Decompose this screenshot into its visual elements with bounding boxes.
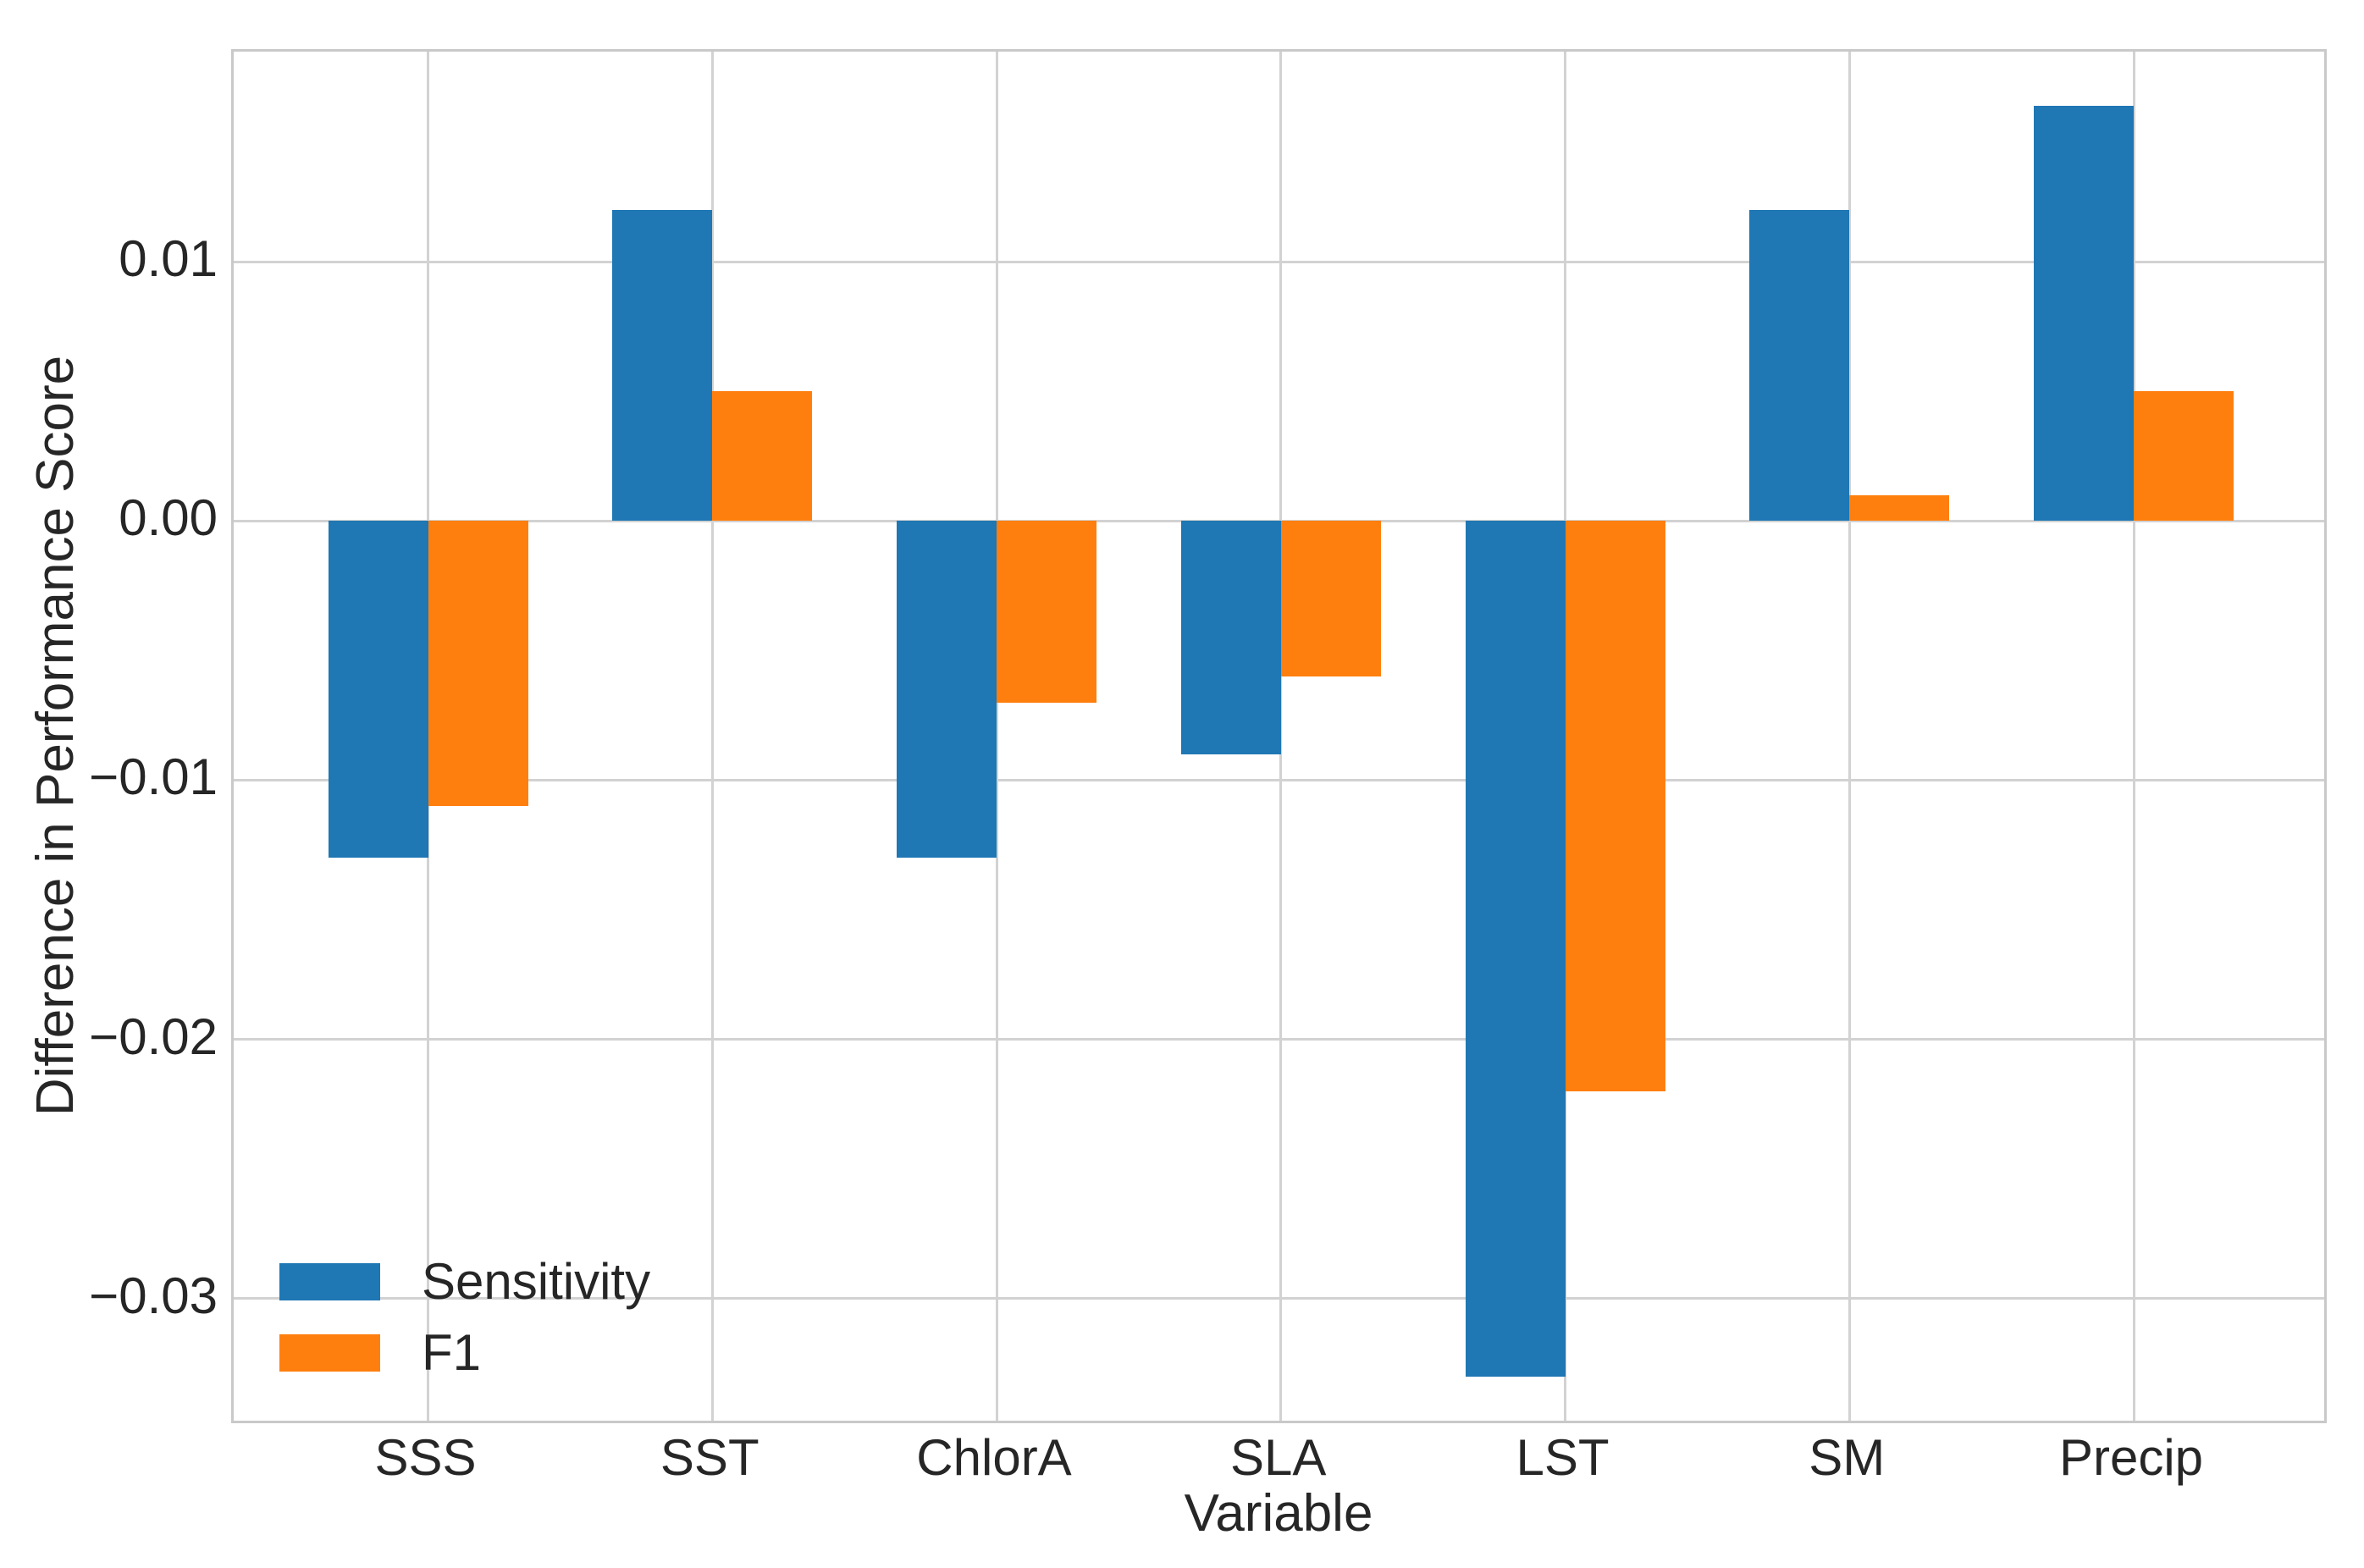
x-tick-label-sst: SST bbox=[660, 1429, 759, 1486]
gridline-y-−0.03 bbox=[234, 1297, 2324, 1300]
legend-swatch-f1 bbox=[279, 1334, 380, 1372]
gridline-y-0.01 bbox=[234, 260, 2324, 263]
gridline-y-−0.02 bbox=[234, 1038, 2324, 1041]
bar-sensitivity-sm bbox=[1749, 209, 1850, 522]
x-tick-label-sss: SSS bbox=[374, 1429, 477, 1486]
legend-item-sensitivity: Sensitivity bbox=[279, 1256, 650, 1307]
bar-sensitivity-chlora bbox=[897, 521, 997, 859]
gridline-x-SST bbox=[710, 52, 714, 1421]
x-tick-label-sla: SLA bbox=[1230, 1429, 1327, 1486]
bar-sensitivity-sla bbox=[1180, 521, 1281, 754]
gridline-x-SM bbox=[1848, 52, 1851, 1421]
x-tick-label-lst: LST bbox=[1516, 1429, 1610, 1486]
bar-f1-lst bbox=[1565, 521, 1665, 1091]
gridline-y-−0.01 bbox=[234, 778, 2324, 781]
x-tick-label-chlora: ChlorA bbox=[916, 1429, 1072, 1486]
legend-label-f1: F1 bbox=[422, 1324, 482, 1381]
y-tick-label: 0.01 bbox=[119, 230, 218, 288]
bar-sensitivity-precip bbox=[2034, 106, 2134, 522]
bar-f1-precip bbox=[2134, 391, 2234, 522]
bar-sensitivity-sst bbox=[612, 209, 713, 522]
x-axis-label: Variable bbox=[1184, 1484, 1373, 1543]
bar-f1-sm bbox=[1849, 494, 1950, 522]
legend-swatch-sensitivity bbox=[279, 1263, 380, 1300]
x-tick-label-sm: SM bbox=[1809, 1429, 1886, 1486]
plot-area: Sensitivity F1 bbox=[231, 49, 2327, 1423]
gridline-x-SLA bbox=[1279, 52, 1283, 1421]
y-tick-label: −0.02 bbox=[89, 1008, 218, 1065]
gridline-x-ChlorA bbox=[995, 52, 998, 1421]
bar-f1-sla bbox=[1280, 521, 1381, 676]
bar-f1-sss bbox=[428, 521, 528, 807]
bar-sensitivity-lst bbox=[1465, 521, 1566, 1377]
x-tick-label-precip: Precip bbox=[2058, 1429, 2204, 1486]
y-axis-label: Difference in Performance Score bbox=[26, 355, 85, 1117]
legend-item-f1: F1 bbox=[279, 1328, 650, 1378]
y-tick-label: −0.03 bbox=[89, 1267, 218, 1324]
y-tick-label: −0.01 bbox=[89, 748, 218, 806]
gridline-x-Precip bbox=[2132, 52, 2135, 1421]
legend-label-sensitivity: Sensitivity bbox=[422, 1253, 651, 1310]
y-tick-label: 0.00 bbox=[119, 489, 218, 547]
bar-sensitivity-sss bbox=[328, 521, 428, 859]
bar-f1-sst bbox=[712, 391, 813, 522]
legend: Sensitivity F1 bbox=[279, 1256, 650, 1405]
bar-f1-chlora bbox=[997, 521, 1096, 703]
